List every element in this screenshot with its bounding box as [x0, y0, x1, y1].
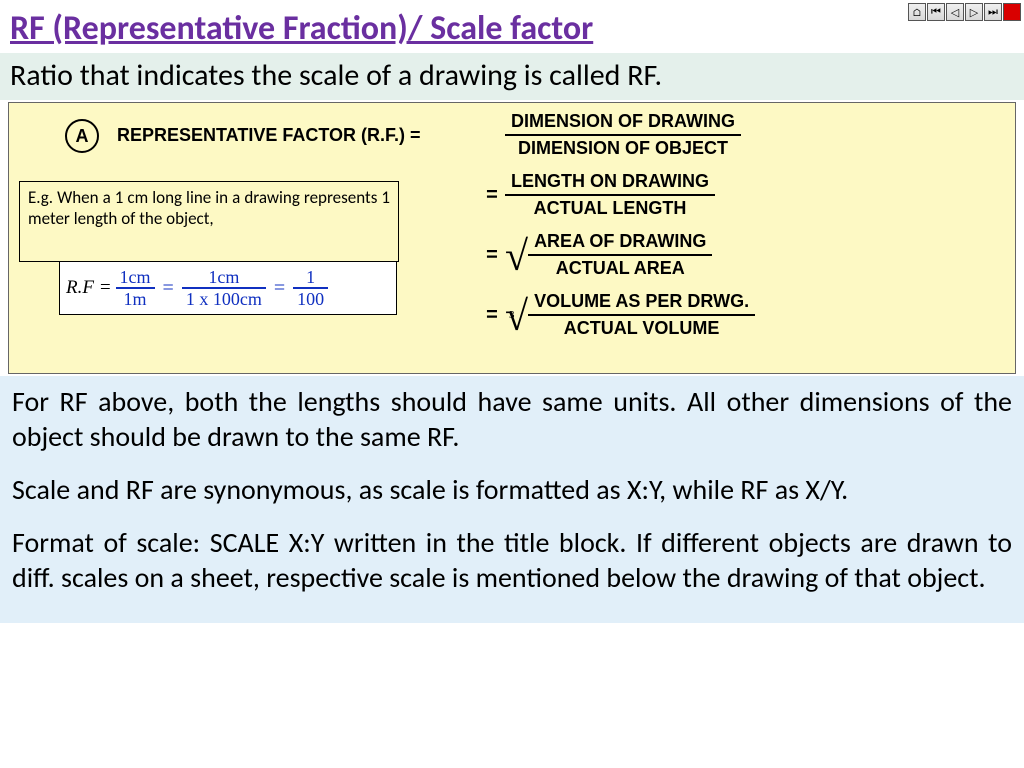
- body-paragraph: Format of scale: SCALE X:Y written in th…: [12, 525, 1012, 595]
- frac-3: 1100: [293, 267, 328, 309]
- equals-sign: =: [479, 244, 505, 267]
- fraction-row: DIMENSION OF DRAWINGDIMENSION OF OBJECT: [479, 109, 755, 161]
- root-wrap: 3√: [505, 295, 528, 335]
- rf-lead: R.F =: [66, 277, 116, 299]
- equals-sign: =: [479, 304, 505, 327]
- page-title: RF (Representative Fraction)/ Scale fact…: [0, 0, 1024, 53]
- body-paragraph: For RF above, both the lengths should ha…: [12, 384, 1012, 454]
- body-text: For RF above, both the lengths should ha…: [0, 376, 1024, 623]
- first-icon[interactable]: ⏮: [927, 3, 945, 21]
- fraction-row: =LENGTH ON DRAWINGACTUAL LENGTH: [479, 169, 755, 221]
- example-text: E.g. When a 1 cm long line in a drawing …: [19, 181, 399, 262]
- radical-icon: √: [505, 297, 528, 337]
- frac-2: 1cm1 x 100cm: [182, 267, 266, 309]
- fraction-row: =√AREA OF DRAWINGACTUAL AREA: [479, 229, 755, 281]
- close-icon[interactable]: [1003, 3, 1021, 21]
- fraction: LENGTH ON DRAWINGACTUAL LENGTH: [505, 171, 715, 220]
- frac-1: 1cm1m: [116, 267, 155, 309]
- fraction: AREA OF DRAWINGACTUAL AREA: [528, 231, 712, 280]
- last-icon[interactable]: ⏭: [984, 3, 1002, 21]
- prev-icon[interactable]: ◁: [946, 3, 964, 21]
- body-paragraph: Scale and RF are synonymous, as scale is…: [12, 472, 1012, 507]
- next-icon[interactable]: ▷: [965, 3, 983, 21]
- rf-label: REPRESENTATIVE FACTOR (R.F.) =: [117, 125, 421, 146]
- equals-1: =: [155, 277, 182, 300]
- fraction: VOLUME AS PER DRWG.ACTUAL VOLUME: [528, 291, 755, 340]
- rf-equation: R.F = 1cm1m = 1cm1 x 100cm = 1100: [59, 261, 397, 315]
- root-wrap: √: [505, 235, 528, 275]
- equals-2: =: [266, 277, 293, 300]
- radical-icon: √: [505, 237, 528, 277]
- formula-panel: A REPRESENTATIVE FACTOR (R.F.) = DIMENSI…: [8, 102, 1016, 374]
- subtitle: Ratio that indicates the scale of a draw…: [0, 53, 1024, 100]
- nav-bar: ⌂ ⏮ ◁ ▷ ⏭: [908, 3, 1021, 21]
- home-icon[interactable]: ⌂: [908, 3, 926, 21]
- fraction: DIMENSION OF DRAWINGDIMENSION OF OBJECT: [505, 111, 741, 160]
- bullet-a: A: [65, 119, 99, 153]
- fraction-row: =3√VOLUME AS PER DRWG.ACTUAL VOLUME: [479, 289, 755, 341]
- fraction-column: DIMENSION OF DRAWINGDIMENSION OF OBJECT =…: [479, 109, 755, 349]
- equals-sign: =: [479, 184, 505, 207]
